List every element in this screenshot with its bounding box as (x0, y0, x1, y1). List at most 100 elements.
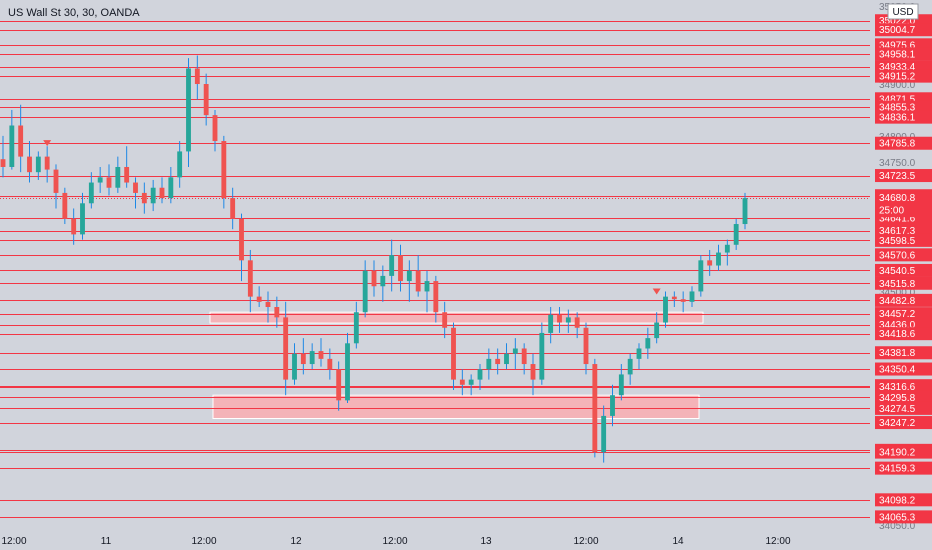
candle-body (230, 198, 236, 219)
level-price-badge (875, 100, 932, 114)
candle-body (27, 156, 32, 173)
candle-body (583, 327, 589, 365)
level-price-badge (875, 233, 932, 247)
currency-badge[interactable]: USD (887, 3, 919, 20)
time-tick-label: 14 (672, 536, 684, 547)
level-price-label: 34190.2 (879, 448, 916, 459)
candle-body (477, 369, 483, 380)
candle-body (168, 177, 174, 199)
candle-body (53, 169, 59, 193)
candle-body (265, 301, 271, 308)
candle-body (707, 260, 713, 266)
candle-body (327, 358, 333, 370)
candle-body (610, 395, 615, 416)
candles-layer (0, 55, 748, 463)
candle-body (495, 358, 501, 365)
candle-body (80, 203, 85, 235)
price-tick-label: 34900.0 (879, 80, 916, 91)
candle-body (654, 322, 660, 339)
candle-body (645, 338, 651, 349)
level-price-badge (875, 416, 932, 430)
level-price-badge (875, 110, 932, 124)
candle-body (247, 260, 253, 297)
time-axis-background (0, 530, 870, 550)
level-price-label: 34855.3 (879, 103, 916, 114)
candle-body (521, 348, 527, 365)
level-price-label: 34515.8 (879, 279, 916, 290)
level-price-badge (875, 380, 932, 394)
level-price-label: 34540.5 (879, 266, 916, 277)
candle-body (9, 125, 15, 167)
candle-body (716, 252, 721, 266)
candle-body (539, 332, 545, 380)
level-price-label: 34381.8 (879, 348, 916, 359)
time-tick-label: 12:00 (573, 536, 598, 547)
level-price-badge (875, 47, 932, 61)
candle-body (159, 187, 165, 199)
time-tick-label: 12:00 (191, 536, 216, 547)
candle-body (627, 358, 633, 375)
candle-body (274, 307, 280, 318)
candle-body (133, 182, 138, 193)
signal-marker (652, 288, 661, 295)
level-price-label: 34418.6 (879, 329, 916, 340)
level-price-badge (875, 362, 932, 376)
price-tick-label: 34500.0 (879, 287, 916, 298)
candle-body (504, 353, 509, 365)
currency-badge-label: USD (892, 7, 913, 18)
candle-body (300, 353, 306, 365)
candle-body (486, 358, 492, 370)
candle-body (88, 182, 94, 204)
candle-body (177, 151, 183, 178)
level-price-badge (875, 401, 932, 415)
candle-body (424, 281, 430, 292)
candle-body (362, 270, 368, 313)
price-tick-label: 34050.0 (879, 521, 916, 532)
candle-body (601, 415, 607, 453)
level-price-label: 34098.2 (879, 495, 916, 506)
candle-body (345, 343, 350, 401)
price-tick-label: 34750.0 (879, 158, 916, 169)
candle-body (18, 125, 24, 157)
level-price-label: 34785.8 (879, 139, 916, 150)
candle-body (115, 166, 121, 188)
candle-body (618, 374, 624, 396)
candle-body (574, 317, 580, 328)
candle-body (212, 115, 218, 142)
time-tick-label: 12 (290, 536, 302, 547)
candle-body (557, 314, 562, 323)
candle-body (742, 198, 748, 225)
candle-body (380, 275, 386, 287)
current-price-label: 34680.8 (879, 193, 916, 204)
candle-body (398, 255, 403, 282)
signal-marker (43, 140, 52, 147)
candle-body (353, 312, 359, 344)
time-tick-label: 11 (101, 536, 112, 547)
level-price-label: 34436.0 (879, 320, 916, 331)
level-price-label: 34915.2 (879, 72, 916, 83)
candle-body (62, 192, 68, 219)
plot-background (0, 0, 870, 530)
level-price-badge (875, 461, 932, 475)
level-price-label: 34247.2 (879, 418, 916, 429)
candle-body (671, 296, 677, 300)
candle-body (186, 68, 191, 152)
candle-body (71, 218, 77, 235)
level-price-badge (875, 69, 932, 83)
level-price-label: 34641.6 (879, 214, 916, 225)
candle-body (292, 353, 297, 380)
time-tick-label: 12:00 (382, 536, 407, 547)
candle-body (44, 156, 50, 170)
candle-body (433, 281, 439, 313)
candle-body (548, 314, 554, 333)
level-price-label: 34159.3 (879, 464, 916, 475)
candle-body (150, 187, 156, 204)
level-price-label: 34350.4 (879, 365, 916, 376)
candle-body (97, 177, 103, 183)
candle-body (415, 270, 421, 292)
level-price-badge (875, 307, 932, 321)
time-tick-label: 12:00 (765, 536, 790, 547)
level-price-badge (875, 493, 932, 507)
candle-body (459, 379, 465, 385)
